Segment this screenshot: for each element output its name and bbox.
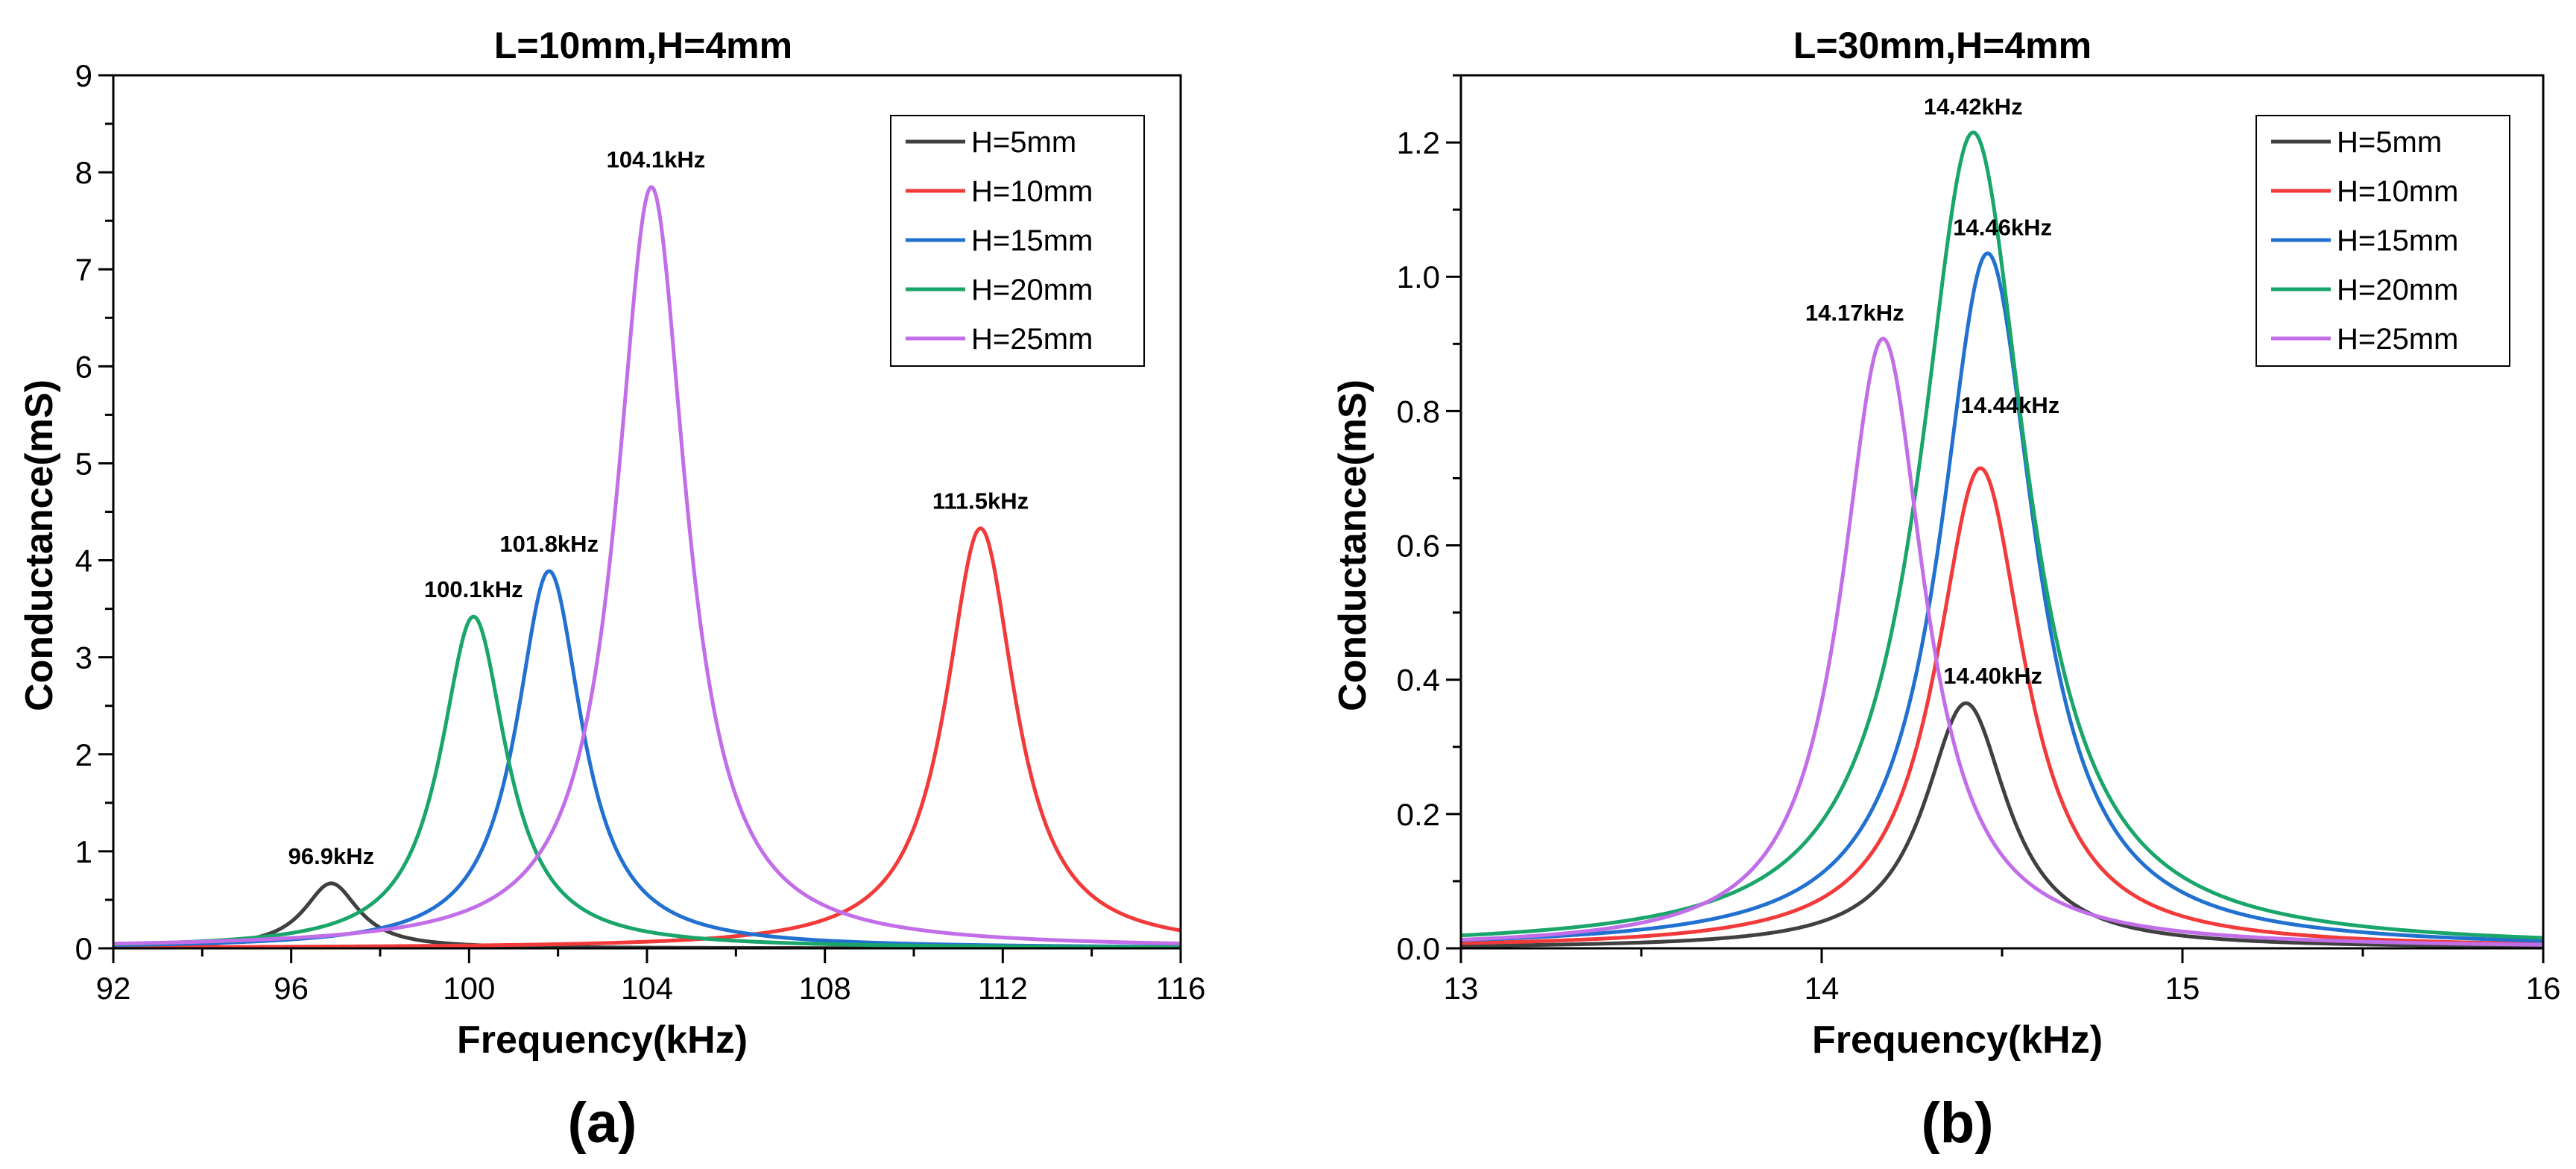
panel-label: (a) — [568, 1091, 637, 1155]
y-tick-label: 0.8 — [1397, 394, 1440, 429]
y-axis-label: Conductance(mS) — [1331, 379, 1374, 711]
chart-a: 92 96 100 104 108 112 116 0 1 2 3 4 5 6 7 8 9 L=10mm,H=4m… — [18, 25, 1205, 1155]
y-axis-label: Conductance(mS) — [18, 379, 61, 711]
legend-entry: H=15mm — [971, 224, 1093, 257]
y-tick-label: 9 — [75, 58, 92, 93]
series-line-h-10mm — [1461, 466, 2543, 946]
series-line-h-20mm — [1461, 130, 2543, 940]
x-tick-label: 100 — [443, 971, 495, 1006]
y-tick-label: 5 — [75, 446, 92, 481]
peak-label: 14.40kHz — [1943, 663, 2042, 689]
y-tick-label: 6 — [75, 349, 92, 384]
y-tick-label: 1 — [75, 834, 92, 869]
x-tick-label: 14 — [1805, 971, 1840, 1006]
y-tick-label: 3 — [75, 640, 92, 675]
x-axis-label: Frequency(kHz) — [1812, 1018, 2103, 1062]
x-tick-label: 16 — [2526, 971, 2561, 1006]
legend: H=5mm H=10mm H=15mm H=20mm H=25mm — [890, 115, 1145, 367]
y-tick-label: 7 — [75, 252, 92, 287]
peak-label: 104.1kHz — [607, 147, 706, 173]
peak-label: 100.1kHz — [424, 576, 523, 602]
legend-entry: H=10mm — [971, 175, 1093, 208]
y-tick-label: 8 — [75, 155, 92, 190]
legend-entry: H=25mm — [2337, 323, 2458, 356]
x-tick-label: 108 — [799, 971, 851, 1006]
series-line-h-10mm — [113, 526, 1181, 948]
chart-title: L=30mm,H=4mm — [1793, 25, 2092, 66]
x-tick-label: 112 — [978, 971, 1028, 1006]
legend-entry: H=5mm — [2337, 126, 2442, 159]
x-axis-label: Frequency(kHz) — [457, 1018, 748, 1062]
x-tick-label: 104 — [621, 971, 673, 1006]
legend-entry: H=25mm — [971, 323, 1093, 356]
legend-entry: H=20mm — [2337, 274, 2458, 306]
panel-label: (b) — [1921, 1091, 1993, 1155]
series-line-h-20mm — [113, 614, 1181, 948]
series-line-h-15mm — [113, 569, 1181, 948]
y-tick-label: 4 — [75, 543, 92, 579]
y-tick-label: 0.4 — [1397, 663, 1440, 698]
peak-label: 14.46kHz — [1953, 215, 2052, 241]
legend-entry: H=5mm — [971, 126, 1076, 159]
legend-entry: H=10mm — [2337, 175, 2458, 208]
peak-label: 111.5kHz — [932, 488, 1029, 514]
x-tick-label: 116 — [1156, 971, 1206, 1006]
series-line-h-25mm — [113, 185, 1181, 946]
peak-label: 101.8kHz — [499, 531, 599, 557]
peak-label: 14.44kHz — [1961, 392, 2060, 418]
chart-b: 13 14 15 16 0.0 0.2 0.4 0.6 0.8 1.0 1.2 L=30mm,H=4m… — [1331, 25, 2560, 1155]
legend: H=5mm H=10mm H=15mm H=20mm H=25mm — [2255, 115, 2510, 367]
y-tick-label: 1.0 — [1397, 259, 1440, 294]
peak-label: 14.42kHz — [1924, 94, 2023, 120]
x-tick-label: 96 — [274, 971, 309, 1006]
peak-label: 14.17kHz — [1805, 300, 1904, 326]
y-tick-label: 0.0 — [1397, 931, 1440, 966]
series-line-h-15mm — [1461, 251, 2543, 943]
y-tick-label: 1.2 — [1397, 125, 1440, 160]
series-group — [1461, 130, 2543, 948]
x-tick-label: 15 — [2165, 971, 2200, 1006]
x-tick-label: 13 — [1444, 971, 1479, 1006]
chart-title: L=10mm,H=4mm — [494, 25, 792, 66]
y-tick-label: 2 — [75, 737, 92, 772]
y-tick-label: 0.2 — [1397, 797, 1440, 832]
series-line-h-5mm — [1461, 701, 2543, 948]
y-tick-label: 0.6 — [1397, 529, 1440, 564]
y-tick-label: 0 — [75, 931, 92, 966]
legend-entry: H=15mm — [2337, 224, 2458, 257]
peak-label: 96.9kHz — [288, 843, 374, 869]
x-tick-label: 92 — [96, 971, 131, 1006]
legend-entry: H=20mm — [971, 274, 1093, 306]
series-line-h-25mm — [1461, 336, 2543, 947]
